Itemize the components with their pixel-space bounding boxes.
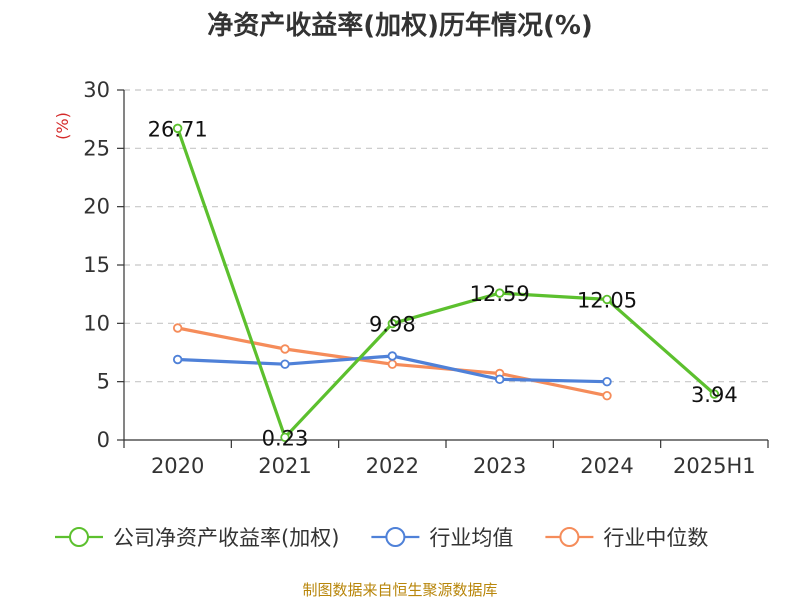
data-point (602, 390, 612, 401)
data-point (280, 344, 290, 354)
legend-marker (559, 527, 580, 547)
x-tick-label: 2025H1 (673, 454, 756, 478)
gridlines (124, 89, 768, 383)
legend-item-0: 公司净资产收益率(加权) (55, 526, 339, 550)
y-tick-label: 15 (83, 253, 110, 277)
data-point (602, 294, 612, 305)
data-point (280, 432, 290, 443)
data-label: 9.98 (369, 313, 416, 337)
legend-label: 公司净资产收益率(加权) (113, 526, 339, 550)
x-tick-label: 2021 (258, 454, 311, 478)
legend-item-1: 行业均值 (371, 526, 513, 550)
data-point (387, 359, 398, 369)
series-layer (172, 123, 720, 443)
y-tick-label: 5 (97, 370, 110, 394)
axes: 0 5 10 15 20 25 30 2020 2021 2022 2023 2024 2025H1 (83, 78, 769, 478)
data-label: 0.23 (262, 426, 309, 450)
series-1 (172, 351, 612, 387)
legend-label: 行业均值 (429, 526, 513, 550)
data-point (494, 374, 505, 385)
data-label: 12.05 (577, 288, 637, 312)
data-point (280, 359, 290, 369)
legend-item-2: 行业中位数 (545, 526, 708, 550)
y-tick-label: 0 (97, 428, 110, 452)
data-point (172, 354, 183, 365)
data-point (387, 318, 398, 329)
data-label: 12.59 (470, 282, 530, 306)
data-labels: 26.71 0.23 9.98 12.59 12.05 3.94 (148, 117, 738, 450)
legend-label: 行业中位数 (603, 526, 708, 550)
chart-title: 净资产收益率(加权)历年情况(%) (207, 10, 593, 41)
y-tick-label: 10 (83, 311, 110, 335)
legend-marker (69, 527, 89, 547)
data-point (387, 351, 398, 361)
data-label: 26.71 (148, 117, 208, 141)
y-axis-unit: (%) (53, 112, 72, 140)
x-tick-label: 2023 (473, 454, 526, 478)
y-tick-label: 30 (83, 78, 110, 102)
y-tick-label: 25 (83, 136, 110, 160)
x-tick-label: 2024 (580, 454, 633, 478)
series-0 (172, 123, 720, 443)
data-point (602, 376, 612, 387)
series-line (176, 127, 716, 439)
data-label: 3.94 (691, 383, 738, 407)
data-point (172, 123, 183, 134)
legend: 公司净资产收益率(加权) 行业均值 行业中位数 (55, 526, 708, 550)
data-point (709, 389, 720, 399)
x-tick-label: 2022 (366, 454, 419, 478)
x-tick-label: 2020 (151, 454, 204, 478)
legend-marker (385, 527, 406, 547)
data-point (172, 323, 183, 333)
data-point (494, 288, 505, 298)
source-note: 制图数据来自恒生聚源数据库 (302, 581, 497, 599)
y-tick-label: 20 (83, 195, 110, 219)
